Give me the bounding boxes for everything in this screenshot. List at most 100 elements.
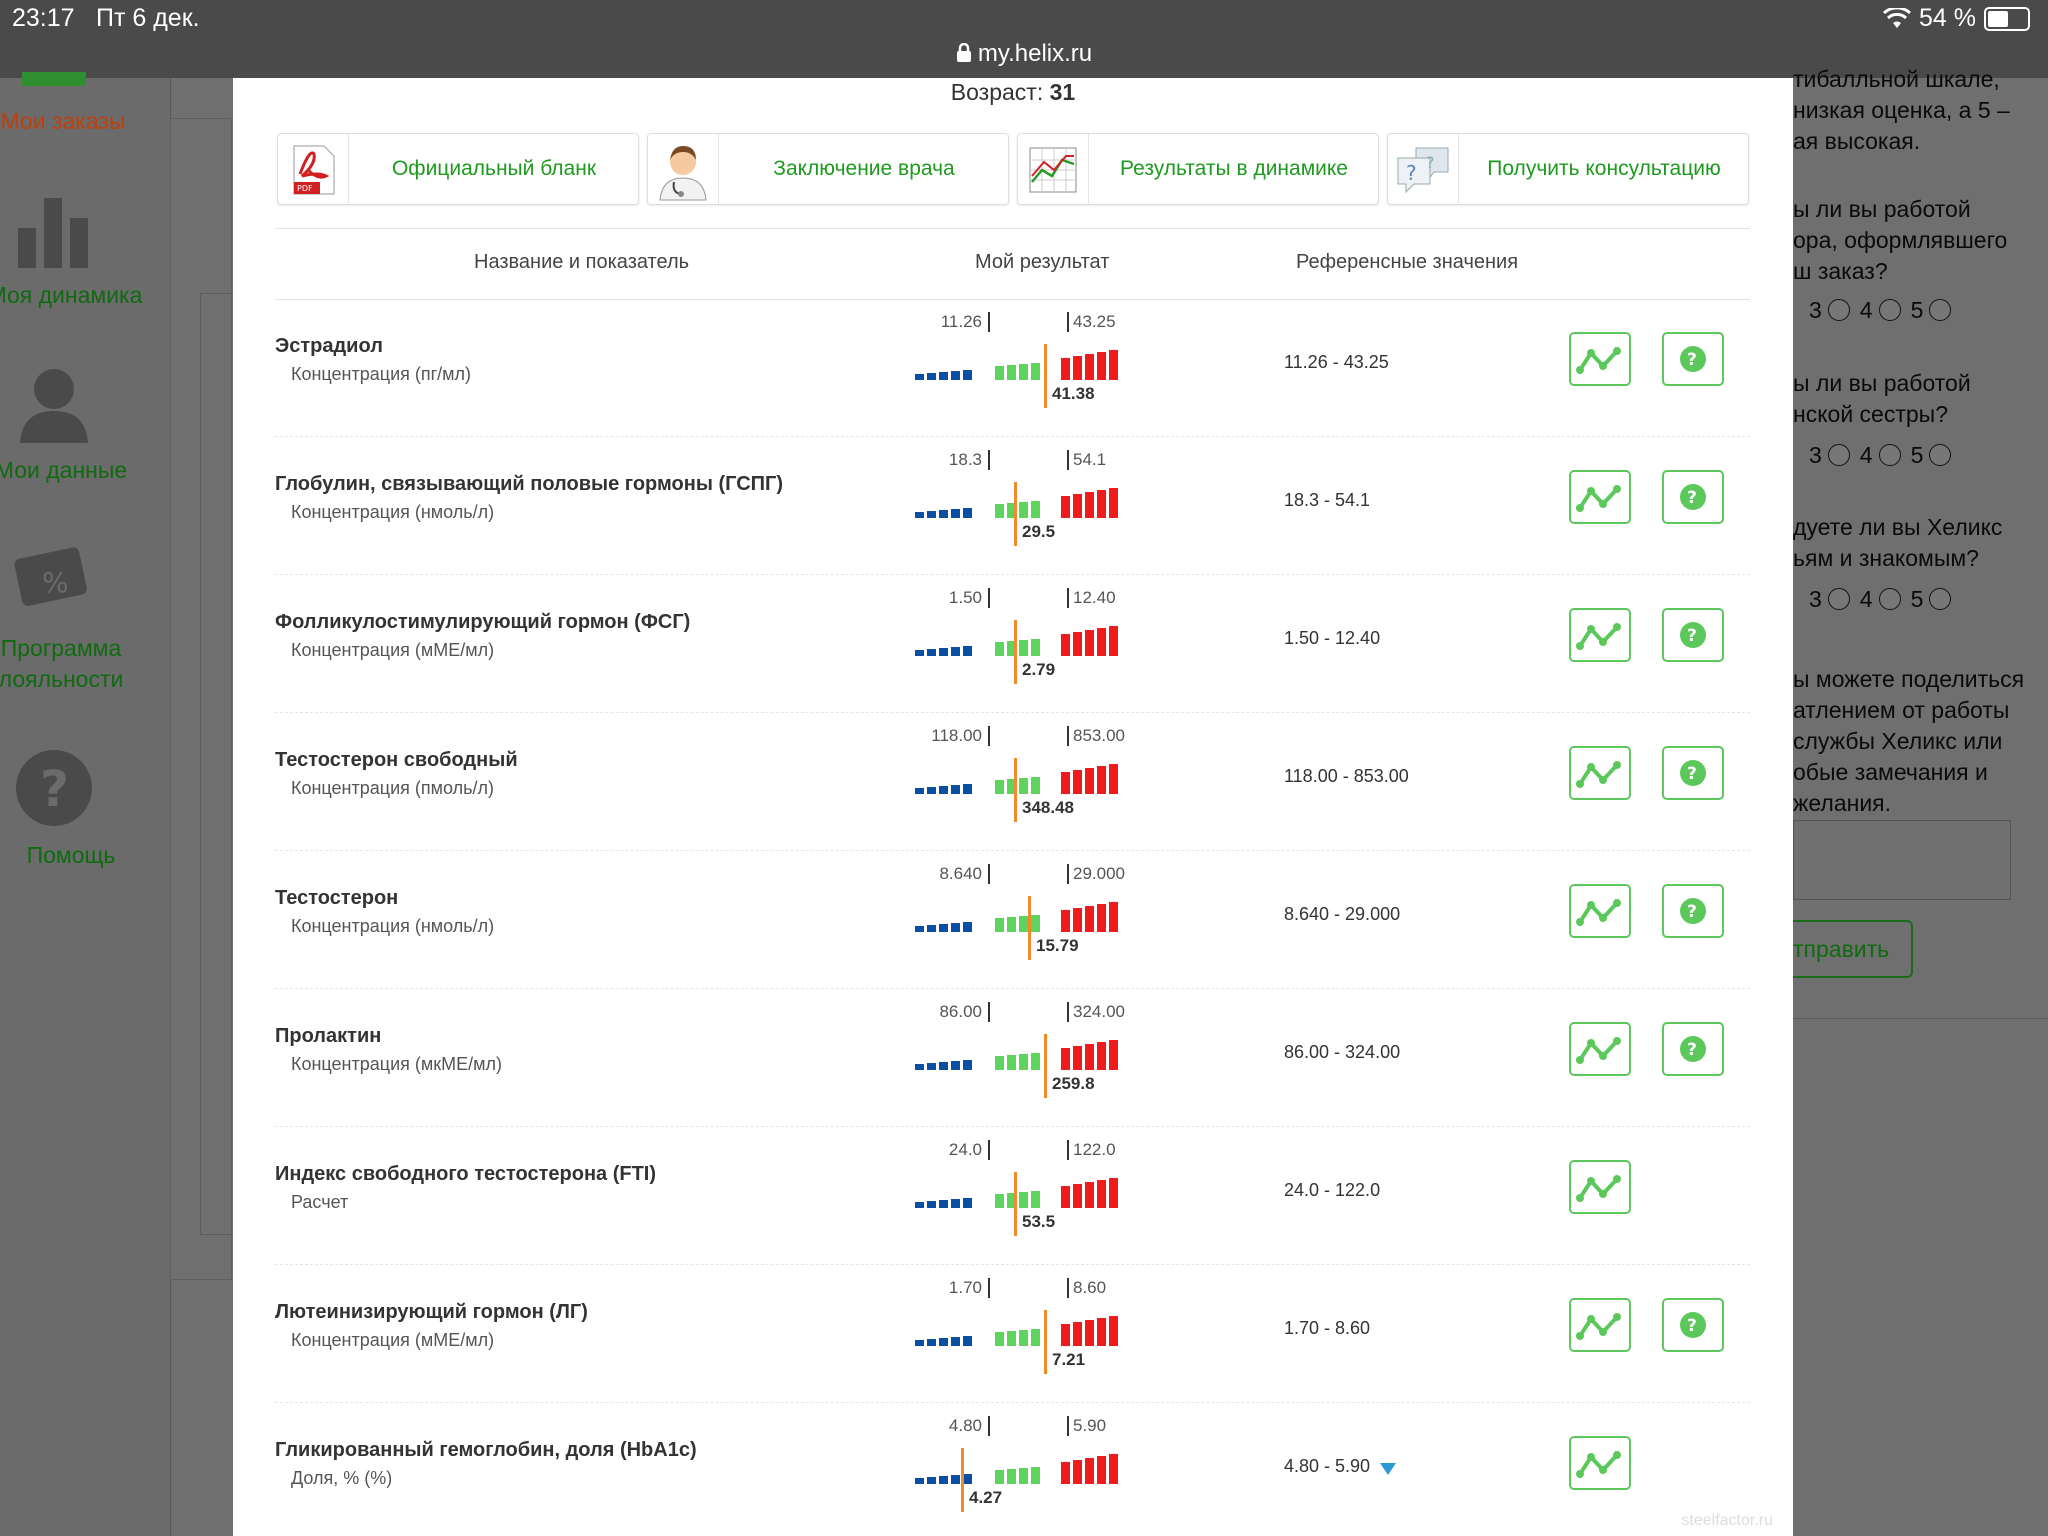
dynamics-chart-button[interactable] (1569, 608, 1631, 662)
gauge-bar (939, 1062, 948, 1070)
result-gauge: 4.80 5.90 4.27 (915, 1412, 1145, 1532)
feedback-text: тибалльной шкале, (1793, 66, 2000, 92)
rating-radio[interactable] (1878, 444, 1901, 466)
info-help-button[interactable]: ? (1662, 1022, 1724, 1076)
gauge-bar (1097, 766, 1106, 794)
status-indicators: 54 % (1883, 4, 2030, 33)
rating-radio[interactable] (1827, 444, 1850, 466)
dynamics-chart-button[interactable] (1569, 1022, 1631, 1076)
nav-help[interactable]: Помощь (26, 842, 116, 868)
gauge-bar (1019, 1468, 1028, 1484)
info-help-button[interactable]: ? (1662, 884, 1724, 938)
result-row: Тестостерон Концентрация (нмоль/л) 8.640 29… (275, 850, 1750, 989)
info-help-button[interactable]: ? (1662, 332, 1724, 386)
gauge-bar (1031, 363, 1040, 380)
analyte-unit: Концентрация (нмоль/л) (291, 916, 495, 936)
rating-radio[interactable] (1878, 299, 1901, 321)
line-chart-icon (1576, 1175, 1621, 1202)
comment-textarea[interactable] (1793, 820, 2011, 900)
nav-loyalty-program[interactable]: Программа лояльности (0, 635, 124, 692)
comment-prompt: ы можете поделиться (1793, 666, 2025, 692)
dynamics-chart-button[interactable] (1569, 332, 1631, 386)
gauge-low-label: 8.640 (939, 864, 990, 884)
get-consultation-button[interactable]: ?? Получить консультацию (1387, 133, 1749, 205)
info-help-button[interactable]: ? (1662, 608, 1724, 662)
gauge-low-label: 24.0 (949, 1140, 990, 1160)
gauge-bar (915, 1478, 924, 1484)
gauge-bar (1031, 501, 1040, 518)
nav-my-orders[interactable]: Мои заказы (0, 108, 126, 134)
analyte-unit: Концентрация (нмоль/л) (291, 502, 495, 522)
header-reference: Референсные значения (1296, 251, 1519, 273)
gauge-bar (1031, 639, 1040, 656)
rating-radio[interactable] (1929, 588, 1952, 610)
gauge-bar (1019, 1330, 1028, 1346)
dynamics-chart-button[interactable] (1569, 746, 1631, 800)
result-value: 41.38 (1052, 384, 1095, 403)
analyte-unit: Концентрация (мМЕ/мл) (291, 640, 495, 660)
info-help-button[interactable]: ? (1662, 746, 1724, 800)
gauge-bars (915, 1172, 1145, 1208)
question-icon: ? (1680, 484, 1706, 510)
line-chart-icon (1576, 761, 1621, 788)
rating-radio[interactable] (1827, 588, 1850, 610)
gauge-bar (1061, 496, 1070, 518)
gauge-bar (963, 508, 972, 518)
status-date: Пт 6 дек. (96, 4, 200, 32)
header-result: Мой результат (975, 251, 1110, 273)
gauge-bar (939, 372, 948, 380)
dynamics-chart-button[interactable] (1569, 1436, 1631, 1490)
info-help-button[interactable]: ? (1662, 470, 1724, 524)
doctor-conclusion-button[interactable]: Заключение врача (647, 133, 1009, 205)
gauge-high-label: 8.60 (1067, 1278, 1106, 1298)
age-label: Возраст: (950, 79, 1044, 105)
gauge-low-label: 4.80 (949, 1416, 990, 1436)
nav-my-dynamics[interactable]: Моя динамика (0, 282, 143, 308)
toolbar-label: Получить консультацию (1487, 157, 1721, 180)
gauge-bar (1097, 490, 1106, 518)
question-icon: ? (1680, 898, 1706, 924)
analyte-unit: Расчет (291, 1192, 349, 1212)
submit-button[interactable]: тправить (1793, 920, 1913, 978)
address-bar[interactable]: my.helix.ru (0, 40, 2048, 68)
info-help-button[interactable]: ? (1662, 1298, 1724, 1352)
gauge-marker (1014, 482, 1017, 546)
result-row: Фолликулостимулирующий гормон (ФСГ) Конце… (275, 574, 1750, 713)
gauge-bar (1073, 494, 1082, 518)
reference-range: 11.26 - 43.25 (1284, 352, 1389, 372)
rating-radio[interactable] (1929, 299, 1952, 321)
comment-prompt: службы Хеликс или (1793, 728, 2003, 754)
question-icon: ? (1680, 1036, 1706, 1062)
dynamics-chart-button[interactable] (1569, 1160, 1631, 1214)
gauge-bar (1109, 350, 1118, 380)
battery-icon (1984, 6, 2030, 31)
gauge-bar (963, 1474, 972, 1484)
rating-radio[interactable] (1929, 444, 1952, 466)
gauge-bars (915, 758, 1145, 794)
gauge-bar (963, 1336, 972, 1346)
gauge-bar (1007, 503, 1016, 518)
comment-prompt: желания. (1793, 790, 1892, 816)
nav-my-data[interactable]: Мои данные (0, 457, 128, 483)
dynamics-chart-button[interactable] (1569, 470, 1631, 524)
rating-radio[interactable] (1878, 588, 1901, 610)
gauge-bar (1031, 1467, 1040, 1484)
comment-prompt: атлением от работы (1793, 697, 2010, 723)
gauge-bar (1073, 1460, 1082, 1484)
chart-icon (1029, 134, 1089, 204)
gauge-high-label: 12.40 (1067, 588, 1116, 608)
reference-range: 24.0 - 122.0 (1284, 1180, 1381, 1200)
background-orders-panel (170, 118, 232, 1280)
gauge-bar (1109, 488, 1118, 518)
results-dynamics-button[interactable]: Результаты в динамике (1017, 133, 1379, 205)
gauge-bar (1031, 1329, 1040, 1346)
dynamics-chart-button[interactable] (1569, 1298, 1631, 1352)
reference-range: 118.00 - 853.00 (1284, 766, 1409, 786)
dynamics-chart-button[interactable] (1569, 884, 1631, 938)
gauge-bar (1019, 1054, 1028, 1070)
gauge-bar (1097, 1318, 1106, 1346)
rating-radio[interactable] (1827, 299, 1850, 321)
gauge-bar (927, 1063, 936, 1070)
official-form-button[interactable]: PDF Официальный бланк (277, 133, 639, 205)
